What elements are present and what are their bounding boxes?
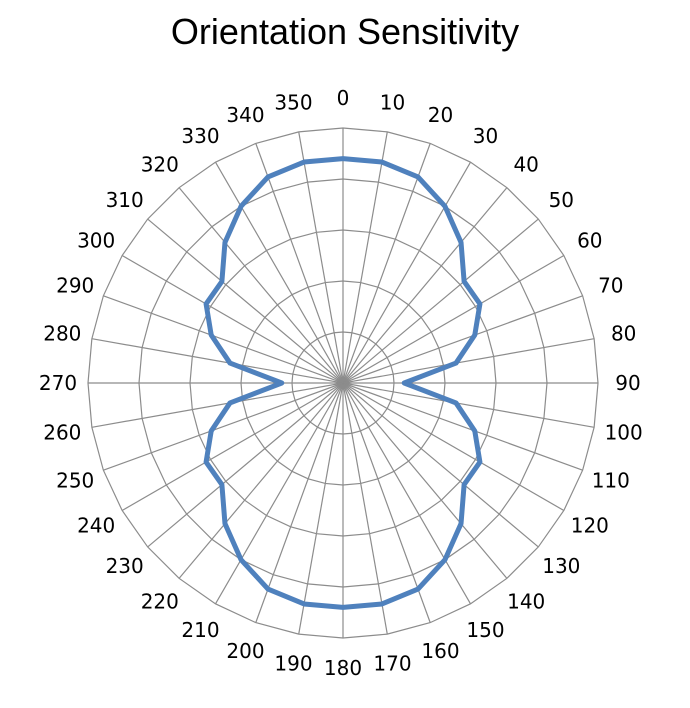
spoke-120: [342, 382, 565, 512]
angle-label-150: 150: [466, 618, 504, 642]
angle-label-200: 200: [226, 639, 264, 663]
angle-label-310: 310: [106, 188, 144, 212]
spoke-290: [103, 295, 344, 384]
spoke-50: [342, 218, 539, 384]
angle-label-270: 270: [39, 371, 77, 395]
spoke-200: [255, 382, 344, 623]
spoke-260: [91, 382, 344, 428]
angle-label-240: 240: [77, 514, 115, 538]
angle-label-110: 110: [592, 468, 630, 492]
spoke-170: [342, 382, 388, 635]
spoke-30: [342, 161, 472, 384]
spoke-60: [342, 254, 565, 384]
angle-label-60: 60: [577, 229, 602, 253]
angle-label-10: 10: [380, 90, 405, 114]
spoke-250: [103, 382, 344, 471]
grid-layer: [87, 127, 599, 639]
spoke-140: [342, 382, 508, 579]
spoke-160: [342, 382, 431, 623]
spoke-150: [342, 382, 472, 605]
spoke-130: [342, 382, 539, 548]
spoke-280: [91, 338, 344, 384]
spoke-300: [121, 254, 344, 384]
angle-label-190: 190: [274, 652, 312, 676]
spoke-80: [342, 338, 595, 384]
angle-label-140: 140: [507, 589, 545, 613]
chart-title: Orientation Sensitivity: [170, 11, 520, 52]
angle-label-160: 160: [421, 639, 459, 663]
angle-label-280: 280: [43, 322, 81, 346]
angle-label-340: 340: [226, 103, 264, 127]
spoke-330: [214, 161, 344, 384]
spoke-190: [298, 382, 344, 635]
angle-label-230: 230: [106, 554, 144, 578]
spoke-70: [342, 295, 583, 384]
angle-label-300: 300: [77, 229, 115, 253]
spoke-240: [121, 382, 344, 512]
angle-label-50: 50: [549, 188, 574, 212]
angle-label-100: 100: [605, 420, 643, 444]
spoke-230: [147, 382, 344, 548]
angle-label-320: 320: [141, 153, 179, 177]
spoke-40: [342, 187, 508, 384]
spoke-220: [178, 382, 344, 579]
angle-label-90: 90: [615, 371, 640, 395]
spoke-340: [255, 143, 344, 384]
spoke-20: [342, 143, 431, 384]
angle-label-290: 290: [56, 274, 94, 298]
angle-label-40: 40: [513, 153, 538, 177]
angle-label-250: 250: [56, 468, 94, 492]
spoke-210: [214, 382, 344, 605]
angle-label-260: 260: [43, 420, 81, 444]
angle-label-210: 210: [181, 618, 219, 642]
spoke-350: [298, 131, 344, 384]
series-layer: [203, 156, 483, 610]
angle-label-170: 170: [373, 652, 411, 676]
angle-label-80: 80: [611, 322, 636, 346]
spoke-310: [147, 218, 344, 384]
angle-label-20: 20: [428, 103, 453, 127]
angle-label-180: 180: [324, 656, 362, 680]
spoke-10: [342, 131, 388, 384]
angle-label-130: 130: [542, 554, 580, 578]
spoke-110: [342, 382, 583, 471]
angle-label-30: 30: [473, 124, 498, 148]
angle-label-120: 120: [571, 514, 609, 538]
spoke-320: [178, 187, 344, 384]
series-line-1: [203, 156, 483, 610]
angle-label-0: 0: [337, 86, 350, 110]
spoke-100: [342, 382, 595, 428]
angle-label-220: 220: [141, 589, 179, 613]
angle-label-70: 70: [598, 274, 623, 298]
angle-label-330: 330: [181, 124, 219, 148]
angle-label-350: 350: [274, 90, 312, 114]
